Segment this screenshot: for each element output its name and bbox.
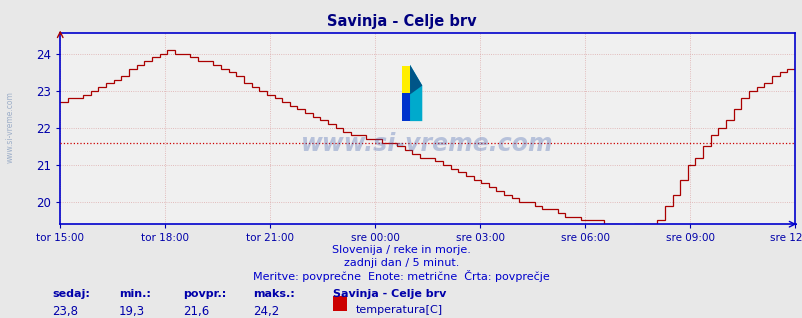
Text: Slovenija / reke in morje.: Slovenija / reke in morje. [332,245,470,255]
Text: zadnji dan / 5 minut.: zadnji dan / 5 minut. [343,258,459,267]
Text: povpr.:: povpr.: [183,289,226,299]
Text: sedaj:: sedaj: [52,289,90,299]
Text: 24,2: 24,2 [253,305,279,318]
Text: www.si-vreme.com: www.si-vreme.com [301,132,553,156]
Bar [401,93,411,121]
Polygon shape [410,65,422,94]
Text: 19,3: 19,3 [119,305,145,318]
Text: maks.:: maks.: [253,289,294,299]
Text: temperatura[C]: temperatura[C] [355,305,442,315]
Polygon shape [410,65,422,121]
Bar [401,66,411,93]
Text: 23,8: 23,8 [52,305,78,318]
Text: Meritve: povprečne  Enote: metrične  Črta: povprečje: Meritve: povprečne Enote: metrične Črta:… [253,270,549,282]
Text: 21,6: 21,6 [183,305,209,318]
Text: www.si-vreme.com: www.si-vreme.com [6,91,15,163]
Text: Savinja - Celje brv: Savinja - Celje brv [333,289,446,299]
Text: Savinja - Celje brv: Savinja - Celje brv [326,14,476,29]
Text: min.:: min.: [119,289,151,299]
